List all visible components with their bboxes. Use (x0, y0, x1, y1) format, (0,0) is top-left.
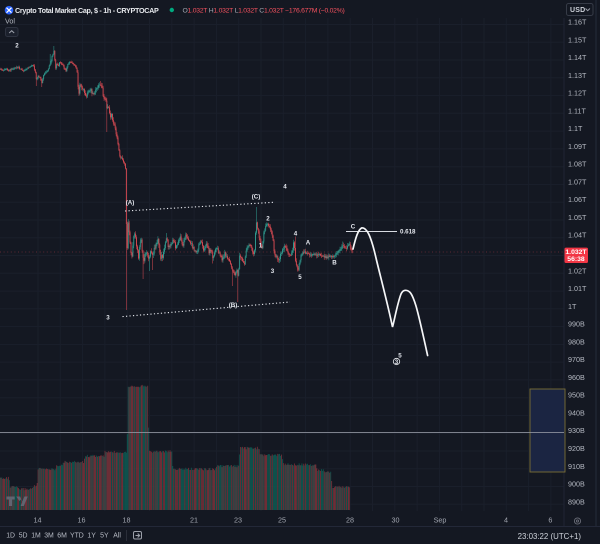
svg-text:5: 5 (398, 352, 402, 359)
svg-text:1.13T: 1.13T (568, 71, 587, 80)
svg-text:3: 3 (271, 268, 275, 275)
svg-text:3M: 3M (44, 533, 54, 540)
svg-text:Vol: Vol (5, 17, 15, 26)
svg-text:C: C (351, 223, 356, 230)
svg-text:1.06T: 1.06T (568, 195, 587, 204)
svg-text:56:38: 56:38 (567, 256, 585, 263)
svg-text:0.618: 0.618 (400, 229, 416, 236)
svg-text:Sep: Sep (434, 515, 447, 524)
svg-text:940B: 940B (568, 408, 585, 417)
svg-text:4: 4 (283, 183, 287, 190)
svg-text:990B: 990B (568, 320, 585, 329)
svg-text:3: 3 (395, 359, 399, 366)
svg-text:2: 2 (266, 215, 270, 222)
svg-text:1: 1 (259, 242, 263, 249)
svg-text:1.02T: 1.02T (568, 266, 587, 275)
svg-text:1.032T: 1.032T (565, 249, 587, 256)
svg-text:5D: 5D (19, 533, 28, 540)
svg-text:950B: 950B (568, 391, 585, 400)
svg-text:1Y: 1Y (87, 533, 96, 540)
svg-text:1.08T: 1.08T (568, 160, 587, 169)
svg-text:25: 25 (278, 515, 286, 524)
svg-text:1.1T: 1.1T (568, 124, 583, 133)
svg-text:1.12T: 1.12T (568, 89, 587, 98)
svg-text:(A): (A) (126, 199, 135, 206)
svg-text:1D: 1D (6, 533, 15, 540)
svg-text:(C): (C) (252, 193, 261, 200)
svg-text:1T: 1T (568, 302, 577, 311)
svg-text:2: 2 (15, 42, 19, 49)
svg-text:6M: 6M (57, 533, 67, 540)
svg-text:1.14T: 1.14T (568, 53, 587, 62)
svg-text:6: 6 (548, 515, 552, 524)
svg-text:890B: 890B (568, 497, 585, 506)
svg-text:B: B (332, 259, 337, 266)
svg-text:1.09T: 1.09T (568, 142, 587, 151)
svg-text:1.16T: 1.16T (568, 18, 587, 27)
svg-text:1.05T: 1.05T (568, 213, 587, 222)
svg-text:(B): (B) (229, 302, 238, 309)
svg-text:900B: 900B (568, 480, 585, 489)
svg-text:YTD: YTD (70, 533, 84, 540)
svg-text:14: 14 (34, 515, 42, 524)
svg-text:23:03:22 (UTC+1): 23:03:22 (UTC+1) (518, 532, 582, 541)
svg-text:A: A (306, 239, 311, 246)
svg-text:4: 4 (294, 230, 298, 237)
svg-text:960B: 960B (568, 373, 585, 382)
svg-text:3: 3 (106, 314, 110, 321)
svg-text:Crypto Total Market Cap, $ - 1: Crypto Total Market Cap, $ - 1h - CRYPTO… (15, 6, 159, 15)
svg-text:USD: USD (570, 7, 585, 14)
svg-text:1.01T: 1.01T (568, 284, 587, 293)
svg-text:910B: 910B (568, 462, 585, 471)
svg-text:970B: 970B (568, 355, 585, 364)
svg-text:4: 4 (504, 515, 508, 524)
svg-text:5Y: 5Y (100, 533, 109, 540)
svg-text:1.04T: 1.04T (568, 231, 587, 240)
svg-text:930B: 930B (568, 426, 585, 435)
svg-text:21: 21 (190, 515, 198, 524)
svg-text:1.15T: 1.15T (568, 35, 587, 44)
svg-text:23: 23 (234, 515, 242, 524)
svg-text:All: All (113, 533, 121, 540)
svg-text:18: 18 (123, 515, 131, 524)
svg-text:30: 30 (392, 515, 400, 524)
svg-text:O1.032T H1.032T L1.032T C1.032: O1.032T H1.032T L1.032T C1.032T −176.677… (183, 7, 345, 14)
svg-text:5: 5 (298, 274, 302, 281)
svg-text:980B: 980B (568, 337, 585, 346)
svg-text:1.11T: 1.11T (568, 106, 586, 115)
svg-text:16: 16 (78, 515, 86, 524)
svg-text:1.07T: 1.07T (568, 177, 587, 186)
svg-text:920B: 920B (568, 444, 585, 453)
svg-text:28: 28 (346, 515, 354, 524)
svg-text:1M: 1M (31, 533, 41, 540)
